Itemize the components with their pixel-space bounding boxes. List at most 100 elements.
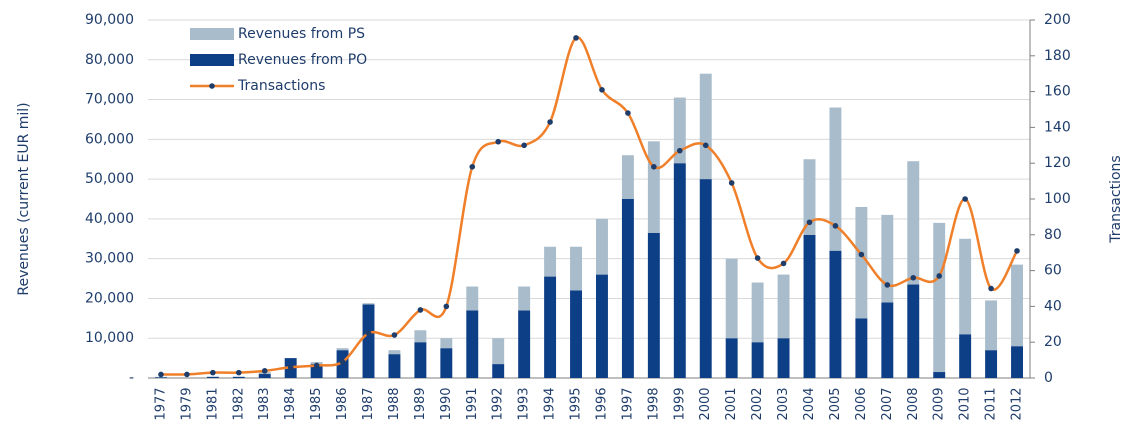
y-tick-label: 70,000 <box>85 92 134 108</box>
y-tick-label: 80,000 <box>85 52 134 68</box>
bar-segment <box>388 354 400 378</box>
x-tick-label: 2002 <box>750 387 765 420</box>
bar-segment <box>985 350 997 378</box>
bar-segment <box>855 318 867 378</box>
x-tick-label: 1981 <box>205 387 220 420</box>
legend-label: Revenues from PO <box>238 52 367 68</box>
bar-segment <box>778 275 790 339</box>
bar-segment <box>440 338 452 348</box>
y2-tick-label: 120 <box>1044 155 1071 171</box>
line-marker <box>340 359 346 365</box>
bar-segment <box>622 155 634 199</box>
line-marker <box>573 35 579 41</box>
bar-segment <box>752 342 764 378</box>
line-marker <box>910 275 916 281</box>
legend-swatch <box>190 28 234 40</box>
line-marker <box>288 364 294 370</box>
bar-segment <box>440 348 452 378</box>
x-tick-label: 1995 <box>569 387 584 420</box>
line-marker <box>755 255 761 261</box>
legend-swatch <box>190 54 234 66</box>
line-marker <box>210 370 216 376</box>
line-marker <box>599 87 605 93</box>
y-tick-label: 90,000 <box>85 12 134 28</box>
x-tick-label: 2007 <box>880 387 895 420</box>
x-tick-label: 1989 <box>413 387 428 420</box>
bar-segment <box>985 300 997 350</box>
line-marker <box>859 252 865 258</box>
bar-segment <box>518 287 530 311</box>
bar-segment <box>492 338 504 364</box>
bar-segment <box>907 161 919 284</box>
line-marker <box>677 148 683 154</box>
bar-segment <box>544 247 556 277</box>
line-marker <box>936 273 942 279</box>
line-marker <box>625 110 631 116</box>
y2-tick-label: 20 <box>1044 334 1062 350</box>
bar-segment <box>363 304 375 378</box>
bar-segment <box>700 179 712 378</box>
bar-segment <box>881 215 893 303</box>
line-marker <box>781 261 787 267</box>
y-axis-title: Revenues (current EUR mil) <box>16 102 32 295</box>
bar-segment <box>700 74 712 179</box>
x-tick-label: 2011 <box>984 387 999 420</box>
bar-segment <box>804 235 816 378</box>
y2-tick-label: 60 <box>1044 263 1062 279</box>
x-tick-label: 1986 <box>335 387 350 420</box>
legend-swatch-marker <box>209 83 215 89</box>
x-tick-label: 1984 <box>283 387 298 420</box>
line-marker <box>444 304 450 310</box>
bar-segment <box>207 377 219 378</box>
bar-segment <box>414 330 426 342</box>
x-tick-label: 2005 <box>828 387 843 420</box>
bar-segment <box>1011 346 1023 378</box>
line-marker <box>236 370 242 376</box>
x-tick-label: 1985 <box>309 387 324 420</box>
x-tick-label: 2008 <box>906 387 921 420</box>
bar-segment <box>492 364 504 378</box>
y2-tick-label: 200 <box>1044 12 1071 28</box>
x-tick-label: 1992 <box>491 387 506 420</box>
bar-segment <box>259 374 271 378</box>
bar-segment <box>674 163 686 378</box>
x-tick-label: 1996 <box>594 387 609 420</box>
bar-segment <box>726 338 738 378</box>
line-marker <box>469 164 475 170</box>
line-marker <box>807 219 813 225</box>
x-tick-label: 1990 <box>439 387 454 420</box>
bar-segment <box>570 290 582 378</box>
y2-tick-label: 40 <box>1044 298 1062 314</box>
bar-segment <box>648 233 660 378</box>
x-tick-label: 1994 <box>543 387 558 420</box>
bar-segment <box>726 259 738 339</box>
y-tick-label: 50,000 <box>85 171 134 187</box>
y-tick-label: 40,000 <box>85 211 134 227</box>
y-tick-label: 30,000 <box>85 251 134 267</box>
bar-segment <box>959 239 971 334</box>
x-tick-label: 1999 <box>672 387 687 420</box>
line-marker <box>495 139 501 145</box>
legend-label: Transactions <box>237 78 325 94</box>
bar-segment <box>648 141 660 232</box>
x-tick-label: 1997 <box>620 387 635 420</box>
y2-tick-label: 160 <box>1044 84 1071 100</box>
y-tick-label: - <box>129 370 134 386</box>
bar-segment <box>778 338 790 378</box>
bar-segment <box>466 287 478 311</box>
bar-segment <box>622 199 634 378</box>
bar-segment <box>414 342 426 378</box>
y-tick-label: 20,000 <box>85 290 134 306</box>
x-tick-label: 2000 <box>698 387 713 420</box>
x-tick-label: 1998 <box>646 387 661 420</box>
line-marker <box>392 332 398 338</box>
x-tick-label: 1988 <box>387 387 402 420</box>
bar-segment <box>570 247 582 291</box>
x-tick-label: 1977 <box>153 387 168 420</box>
bar-segment <box>518 310 530 378</box>
x-tick-label: 2004 <box>802 387 817 420</box>
bar-segment <box>829 251 841 378</box>
y-tick-label: 10,000 <box>85 330 134 346</box>
bar-segment <box>363 303 375 304</box>
